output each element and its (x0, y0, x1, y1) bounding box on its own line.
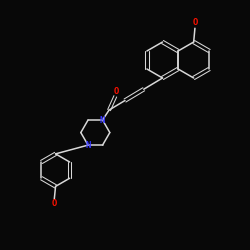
Text: N: N (86, 140, 91, 149)
Text: O: O (52, 198, 57, 207)
Text: O: O (192, 18, 198, 27)
Text: O: O (114, 87, 119, 96)
Text: N: N (100, 116, 105, 124)
